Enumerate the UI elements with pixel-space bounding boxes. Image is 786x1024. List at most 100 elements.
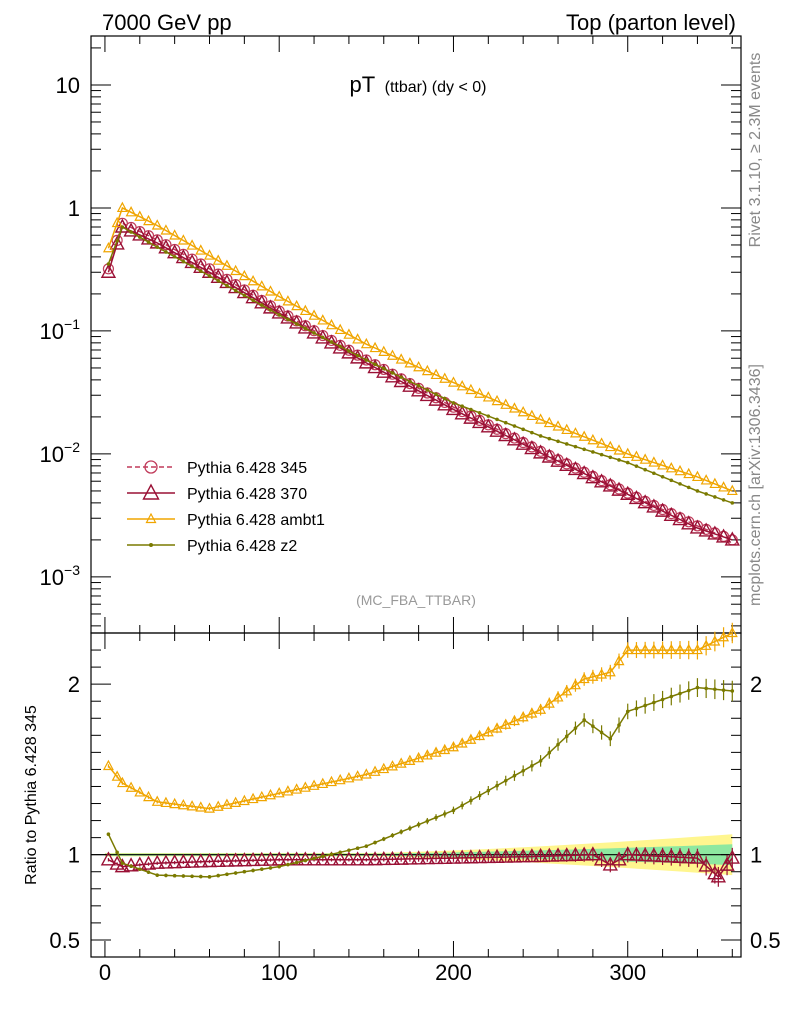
data-point <box>373 362 377 367</box>
ratio-series-2 <box>106 678 735 879</box>
data-point <box>567 846 584 861</box>
data-point <box>282 295 294 306</box>
data-point <box>660 474 665 479</box>
data-point <box>329 852 334 857</box>
data-point <box>657 459 669 470</box>
main-ytick-label: 10−3 <box>40 562 81 590</box>
data-point <box>421 364 433 376</box>
data-point <box>495 417 499 422</box>
data-point <box>198 874 203 879</box>
data-point <box>360 768 372 779</box>
data-point <box>416 822 421 827</box>
main-ytick-label: 10−2 <box>40 439 81 467</box>
data-point <box>369 341 381 353</box>
ratio-ytick-label: 0.5 <box>49 928 80 953</box>
data-point <box>704 492 708 496</box>
title-main: pT <box>350 72 376 97</box>
data-point <box>247 792 259 804</box>
data-point <box>186 800 198 811</box>
data-point <box>395 757 407 768</box>
data-point <box>158 854 174 869</box>
data-point <box>582 447 586 452</box>
data-point <box>460 803 464 808</box>
data-point <box>500 718 512 729</box>
data-point <box>303 858 308 863</box>
data-point <box>320 854 325 859</box>
ratio-panel: 0.5 0.5 1 1 2 2 0 100 200 300 Ratio to Pythia 6.4… <box>23 622 781 985</box>
data-point <box>628 846 645 861</box>
data-point <box>646 847 662 862</box>
data-point <box>212 800 224 811</box>
data-point <box>508 402 520 413</box>
data-point <box>469 407 473 412</box>
data-point <box>724 849 740 864</box>
data-point <box>637 494 653 509</box>
data-point <box>286 862 290 867</box>
data-point <box>264 285 276 296</box>
data-point <box>704 686 708 691</box>
data-point <box>691 470 703 482</box>
data-point <box>421 749 433 760</box>
data-point <box>663 848 679 863</box>
title-sub: (ttbar) (dy < 0) <box>385 79 487 96</box>
series-line <box>107 225 733 541</box>
data-point <box>474 729 486 741</box>
data-point <box>469 798 473 803</box>
data-point <box>146 870 151 874</box>
ratio-ytick-label-right: 2 <box>750 672 762 697</box>
data-point <box>395 353 407 364</box>
data-point <box>512 773 517 778</box>
legend-label: Pythia 6.428 z2 <box>187 538 297 555</box>
data-point <box>535 703 547 714</box>
data-point <box>543 416 555 428</box>
data-point <box>207 274 212 278</box>
data-point <box>515 435 531 450</box>
data-point <box>169 229 181 240</box>
data-point <box>349 851 366 866</box>
data-point <box>613 444 625 455</box>
data-point <box>114 858 131 873</box>
data-point <box>442 812 447 816</box>
legend-marker <box>142 483 160 500</box>
data-point <box>378 762 390 774</box>
data-point <box>652 700 656 705</box>
xtick-label: 100 <box>261 960 298 985</box>
data-point <box>689 519 706 534</box>
data-point <box>129 864 133 868</box>
data-point <box>207 875 212 879</box>
data-point <box>665 643 677 655</box>
data-point <box>408 826 412 831</box>
data-point <box>230 796 242 807</box>
data-point <box>454 405 470 420</box>
data-point <box>617 723 621 727</box>
xtick-label: 200 <box>435 960 472 985</box>
data-point <box>643 703 647 708</box>
data-point <box>437 849 453 864</box>
data-point <box>686 688 691 693</box>
data-point <box>439 743 451 755</box>
data-point <box>204 249 215 260</box>
main-series-2 <box>102 201 738 496</box>
data-point <box>451 401 456 405</box>
data-point <box>439 372 451 383</box>
ratio-series-1 <box>102 622 738 813</box>
data-point <box>596 668 608 679</box>
data-point <box>373 840 377 845</box>
ratio-frame <box>90 632 742 958</box>
data-point <box>585 469 601 484</box>
data-point <box>164 250 168 254</box>
data-point <box>654 847 671 863</box>
data-point <box>134 210 146 221</box>
data-point <box>713 687 717 692</box>
data-point <box>569 427 581 438</box>
legend-label: Pythia 6.428 ambt1 <box>187 512 325 529</box>
data-point <box>681 515 697 530</box>
legend-marker <box>149 543 153 547</box>
data-point <box>578 672 590 684</box>
data-point <box>530 430 534 435</box>
data-point <box>425 819 430 823</box>
data-point <box>384 368 401 383</box>
data-point <box>547 436 552 441</box>
data-point <box>259 867 264 871</box>
data-point <box>160 796 172 808</box>
